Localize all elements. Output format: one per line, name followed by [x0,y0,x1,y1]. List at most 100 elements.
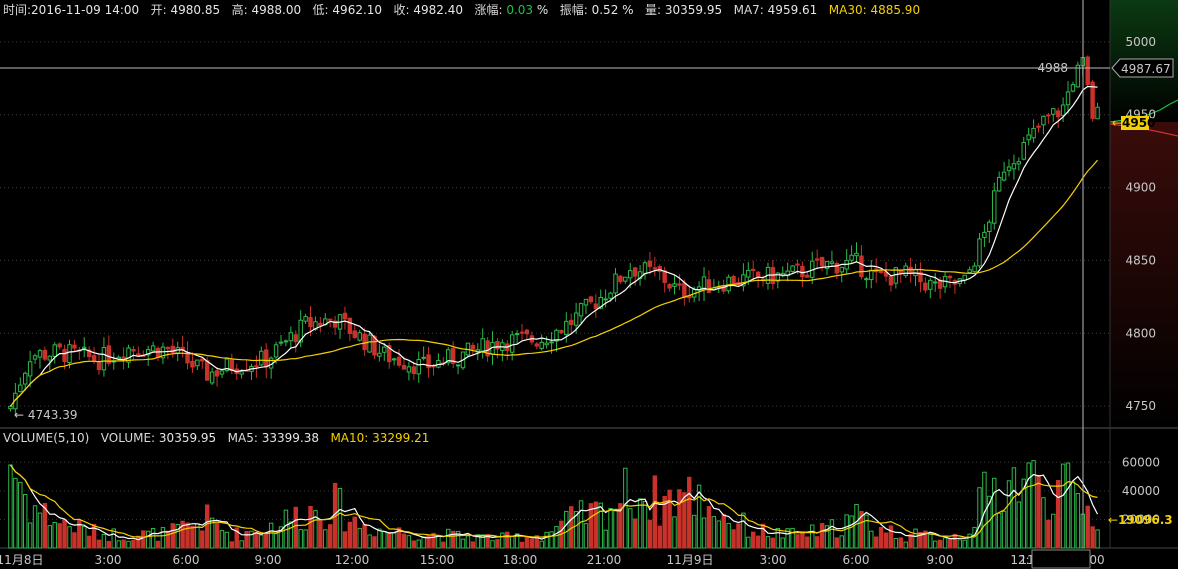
volume-bar [667,489,672,549]
ma5-label: MA5: [227,431,258,445]
volume-bar [1031,460,1036,549]
volume-bar [682,492,687,549]
volume-bar [441,541,446,549]
volume-bar [1026,462,1031,549]
volume-bar [145,530,151,549]
volume-bar [888,525,894,549]
price-axis: 5000 4950 4900 4850 4800 4750 [1125,35,1156,413]
candle-body [106,345,112,364]
volume-bar [180,520,185,549]
candle-body [57,343,62,348]
volume-bar [465,535,471,549]
ma10-label: MA10: [330,431,369,445]
volume-bar [278,526,284,549]
volume-bar [647,519,653,549]
candle-body [667,284,672,289]
volume-bar [254,531,259,549]
volume-bar [170,523,176,549]
ma30-value: 4885.90 [870,3,921,17]
volume-bar [259,534,264,549]
volume-bar [687,476,692,549]
volume-bar [957,539,963,549]
candle-body [992,190,997,224]
volume-bar [160,527,166,549]
candle-body [928,279,933,290]
close-value: 4982.40 [413,3,463,17]
volume-bar [524,536,530,549]
amplitude-value: 0.52 % [591,3,634,17]
ohlc-info-bar: 时间:2016-11-09 14:00 开: 4980.85 高: 4988.0… [3,1,920,19]
ma7-label: MA7: [733,3,764,17]
candle-body [450,347,456,364]
volume-bar [47,525,53,549]
volume-bar [834,537,840,549]
volume-bar [829,519,835,549]
volume-bar [470,541,476,549]
volume-bar [996,512,1002,549]
volume-bar [883,532,889,549]
candle-body [613,273,618,294]
volume-bar [544,531,549,549]
volume-bar [22,493,28,549]
candle-body [972,265,977,273]
volume-bar [691,514,697,549]
volume-bar [736,523,741,549]
volume-bar [839,535,844,549]
volume-bar [1070,481,1076,549]
svg-text:←: ← [1112,116,1122,130]
candle-body [352,330,358,338]
candle-body [1041,115,1046,126]
volume-bar [1095,529,1100,549]
candle-body [67,344,72,364]
candle-body [1016,161,1022,165]
volume-indicator-label: VOLUME: [100,431,156,445]
volume-bar [588,503,594,549]
candle-body [987,221,992,232]
volume-indicator-title: VOLUME(5,10) [3,431,90,445]
time-tick-label: 11月8日 [0,553,43,567]
candle-body [391,358,397,361]
volume-bar [539,540,544,549]
candle-body [1075,64,1081,88]
candle-body [1026,134,1031,141]
moving-averages [10,85,1099,541]
candle-body [859,255,864,278]
volume-bar [790,527,795,549]
change-unit: % [536,3,549,17]
candle-body [377,352,382,357]
volume-bar [800,531,805,549]
candle-body [888,276,894,286]
volume-bar [1021,478,1026,549]
candle-body [918,271,923,283]
volume-bar [475,534,480,549]
volume-bar [578,500,584,549]
volume-bar [244,530,249,549]
candle-body [524,329,530,335]
candle-body [1036,125,1041,128]
candle-body [372,335,377,356]
candle-body [62,349,67,362]
candle-body [908,266,913,274]
candle-body [136,353,141,356]
volume-bar [500,532,505,549]
volume-bar [972,526,977,549]
candle-body [288,332,294,342]
volume-bar [52,522,57,549]
volume-bar [701,517,707,549]
candle-body [1031,127,1036,139]
candle-body [495,341,500,350]
volume-bar [91,523,97,549]
time-tick-label: 12: [1010,553,1029,567]
volume-bar [554,526,559,549]
candle-body [485,340,490,357]
volume-bars [8,460,1100,549]
volume-bar [106,540,112,549]
volume-bar [918,531,923,549]
volume-bar [1001,510,1007,549]
volume-bar [431,532,436,549]
volume-bar [967,533,972,549]
volume-bar [1085,505,1090,549]
volume-bar [352,516,358,549]
candle-body [839,266,844,273]
